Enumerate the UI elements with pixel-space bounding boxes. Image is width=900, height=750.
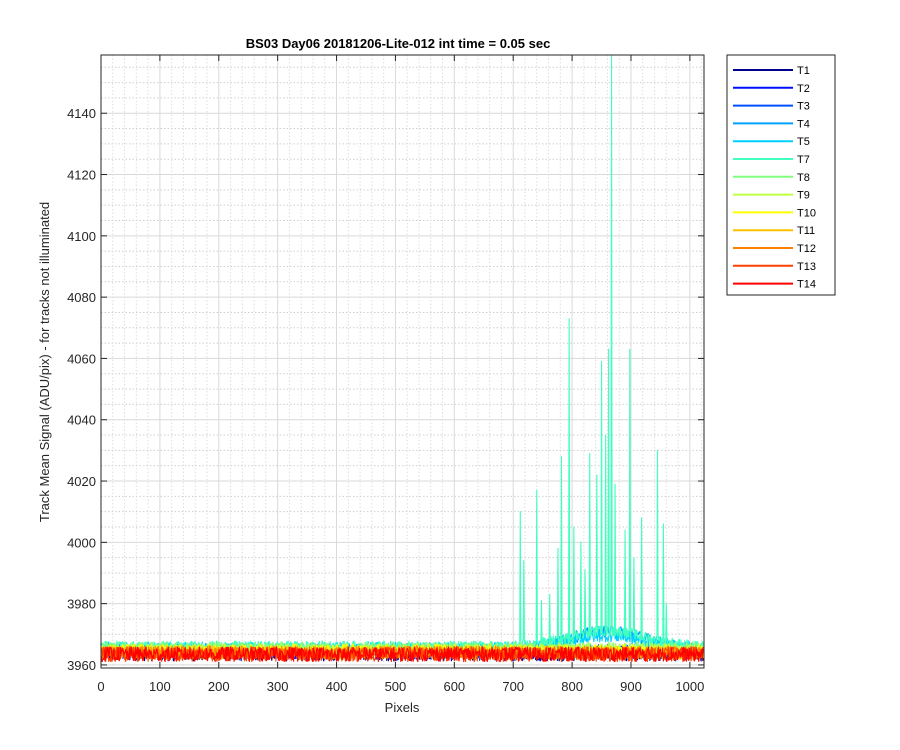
y-tick-label: 4120 — [67, 168, 96, 183]
legend-label-t12: T12 — [797, 243, 816, 255]
legend-label-t9: T9 — [797, 190, 810, 202]
legend-label-t7: T7 — [797, 154, 810, 166]
y-tick-label: 4000 — [67, 535, 96, 550]
y-tick-label: 4060 — [67, 351, 96, 366]
legend-box — [726, 54, 836, 296]
x-tick-label: 200 — [208, 679, 230, 694]
legend-label-t1: T1 — [797, 65, 810, 77]
chart-title: BS03 Day06 20181206-Lite-012 int time = … — [246, 36, 551, 51]
y-tick-label: 4040 — [67, 413, 96, 428]
y-tick-label: 4020 — [67, 474, 96, 489]
y-tick-label: 3960 — [67, 658, 96, 673]
minor-grid — [101, 55, 704, 668]
axes-box — [100, 54, 705, 669]
x-tick-label: 800 — [561, 679, 583, 694]
legend-label-t10: T10 — [797, 207, 816, 219]
plot-background — [101, 55, 704, 668]
y-tick-label: 4100 — [67, 229, 96, 244]
x-tick-label: 500 — [385, 679, 407, 694]
x-tick-label: 400 — [326, 679, 348, 694]
x-tick-label: 700 — [502, 679, 524, 694]
major-grid — [100, 55, 704, 668]
y-axis-label: Track Mean Signal (ADU/pix) - for tracks… — [37, 202, 52, 522]
axis-ticks: 0 100 200 300 400 500 600 700 800 900 1000 3960 3980… — [67, 55, 704, 694]
legend-label-t4: T4 — [797, 118, 810, 130]
y-tick-label: 4080 — [67, 290, 96, 305]
legend-label-t5: T5 — [797, 136, 810, 148]
legend-label-t2: T2 — [797, 83, 810, 95]
x-tick-label: 900 — [620, 679, 642, 694]
legend-label-t8: T8 — [797, 172, 810, 184]
y-tick-label: 3980 — [67, 597, 96, 612]
x-tick-label: 300 — [267, 679, 289, 694]
legend-label-t3: T3 — [797, 101, 810, 113]
x-tick-label: 100 — [149, 679, 171, 694]
series-lines — [100, 54, 704, 663]
legend-label-t11: T11 — [797, 225, 815, 237]
legend-label-t14: T14 — [797, 279, 816, 291]
x-axis-label: Pixels — [385, 700, 420, 715]
y-tick-label: 4140 — [67, 106, 96, 121]
x-tick-label: 0 — [97, 679, 104, 694]
legend: T1 T2 T3 T4 T5 T7 T8 T9 T10 T11 T12 T13 T14 — [726, 54, 836, 296]
x-tick-label: 1000 — [675, 679, 704, 694]
series-line-t14 — [100, 646, 704, 663]
x-tick-label: 600 — [443, 679, 465, 694]
plot-area: 0 100 200 300 400 500 600 700 800 900 1000 3960 3980… — [67, 54, 705, 694]
legend-label-t13: T13 — [797, 261, 816, 273]
